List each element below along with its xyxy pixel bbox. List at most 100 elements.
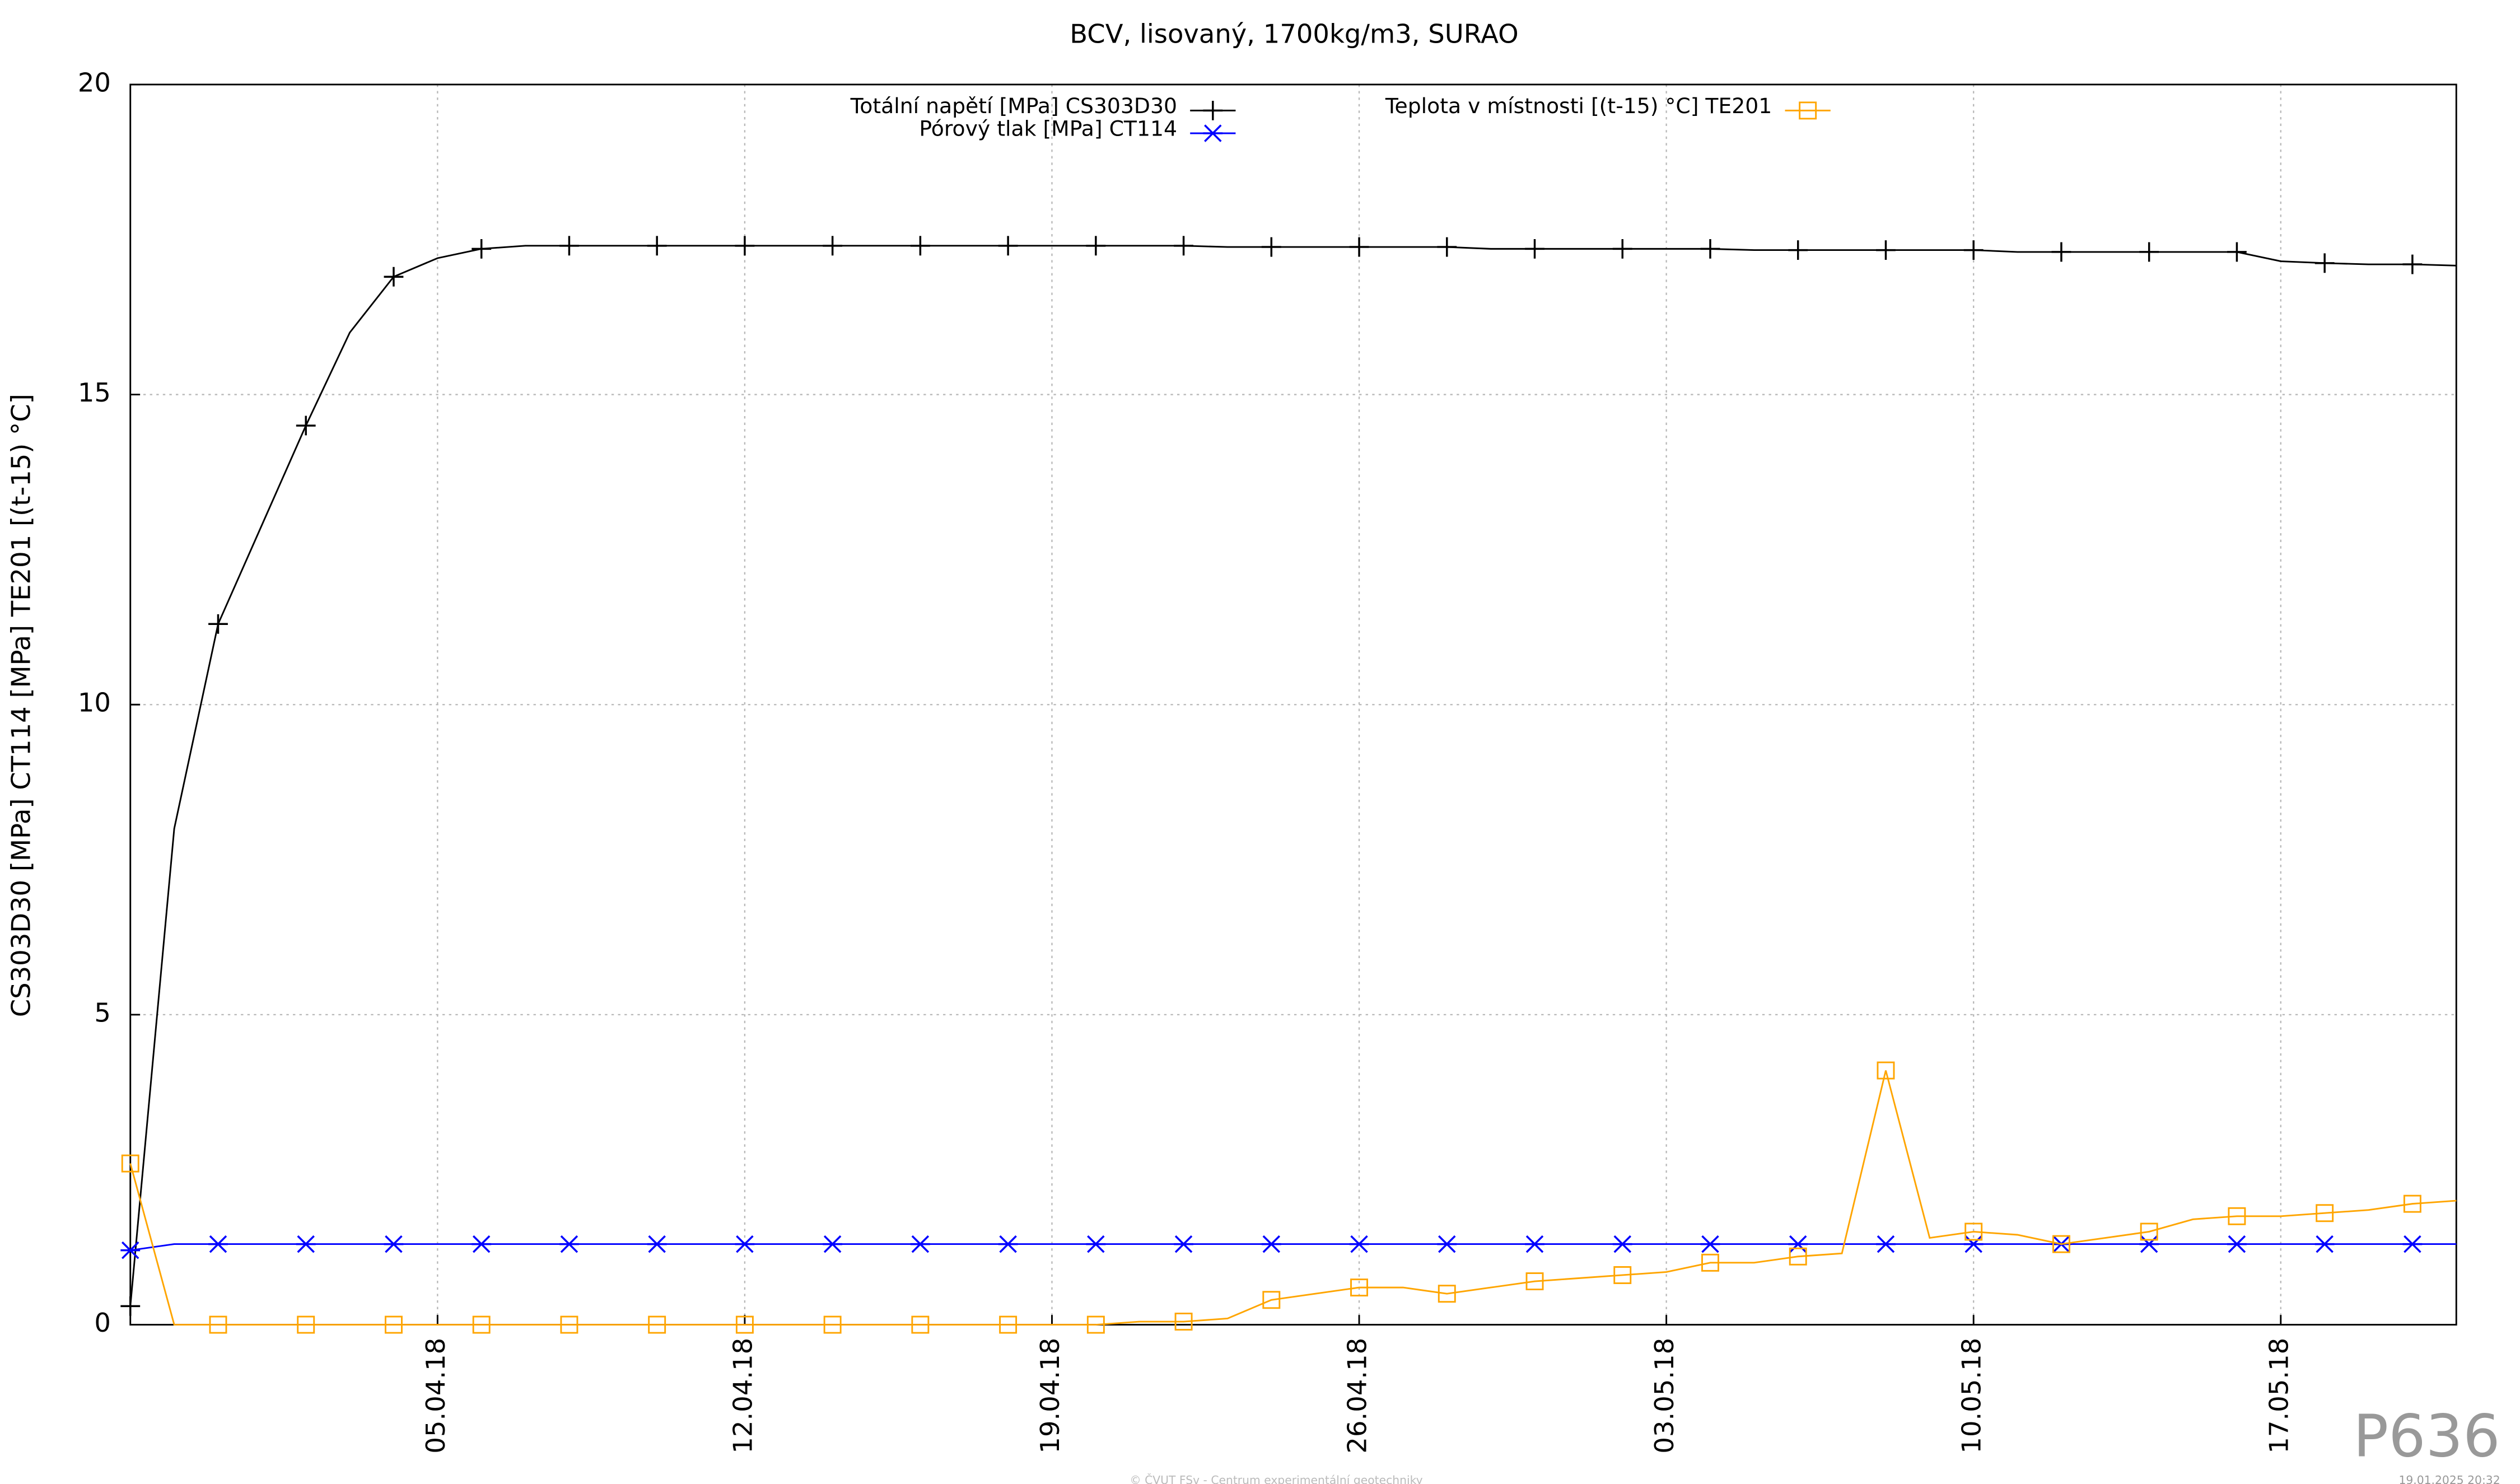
marker — [120, 1296, 141, 1316]
marker — [1877, 1061, 1895, 1080]
marker — [1262, 1291, 1281, 1309]
y-tick-label: 20 — [78, 67, 111, 97]
x-tick-label: 17.05.18 — [2264, 1338, 2294, 1454]
y-tick-label: 0 — [94, 1308, 111, 1338]
marker — [2139, 242, 2159, 262]
marker — [1789, 1247, 1807, 1266]
marker — [1174, 1235, 1193, 1253]
marker — [1612, 239, 1632, 259]
marker — [647, 1235, 667, 1253]
marker — [999, 1315, 1018, 1334]
marker — [2052, 1235, 2070, 1253]
marker — [472, 239, 492, 259]
footer: © ČVUT FSv - Centrum experimentální geot… — [1130, 1473, 1422, 1484]
marker — [2403, 1194, 2421, 1213]
marker — [208, 1235, 228, 1253]
marker — [472, 1235, 492, 1253]
marker — [823, 1235, 843, 1253]
marker — [1613, 1266, 1632, 1284]
marker — [647, 236, 667, 256]
marker — [1437, 1235, 1457, 1253]
marker — [1612, 1235, 1632, 1253]
marker — [1876, 1235, 1896, 1253]
x-tick-label: 19.04.18 — [1035, 1338, 1065, 1454]
marker — [1086, 1235, 1106, 1253]
legend-label: Teplota v místnosti [(t-15) °C] TE201 — [1385, 94, 1772, 118]
marker — [1788, 240, 1808, 260]
marker — [1525, 1235, 1544, 1253]
marker — [735, 236, 755, 256]
series-line — [129, 1070, 2457, 1326]
marker — [559, 236, 579, 256]
marker — [911, 1315, 930, 1334]
y-tick-label: 10 — [78, 688, 111, 718]
marker — [998, 1235, 1018, 1253]
marker — [1799, 101, 1817, 120]
marker — [1963, 1235, 1984, 1253]
marker — [998, 236, 1018, 256]
marker — [1700, 1235, 1720, 1253]
marker — [2139, 1235, 2159, 1253]
marker — [1174, 236, 1193, 256]
marker — [1788, 1235, 1808, 1253]
marker — [2314, 253, 2335, 273]
series-line — [129, 245, 2457, 1306]
marker — [2228, 1207, 2246, 1225]
marker — [1525, 1272, 1544, 1291]
marker — [2314, 1235, 2335, 1253]
marker — [1086, 236, 1106, 256]
watermark: P636 — [2353, 1402, 2500, 1470]
marker — [2051, 242, 2071, 262]
marker — [1963, 240, 1984, 260]
marker — [1086, 1315, 1105, 1334]
marker — [910, 1235, 930, 1253]
x-tick-label: 12.04.18 — [727, 1338, 758, 1454]
marker — [1700, 239, 1720, 259]
marker — [472, 1315, 491, 1334]
timestamp: 19.01.2025 20:32 — [2398, 1473, 2500, 1484]
marker — [297, 1315, 315, 1334]
y-axis-label: CS303D30 [MPa] CT114 [MPa] TE201 [(t-15)… — [6, 394, 36, 1017]
marker — [910, 236, 930, 256]
marker — [1349, 237, 1369, 257]
marker — [1525, 239, 1544, 259]
chart-title: BCV, lisovaný, 1700kg/m3, SURAO — [1070, 18, 1518, 49]
marker — [2316, 1204, 2334, 1222]
plot-frame — [129, 83, 2457, 1326]
marker — [1261, 1235, 1281, 1253]
marker — [1876, 240, 1896, 260]
marker — [823, 236, 843, 256]
marker — [1964, 1222, 1983, 1241]
marker — [384, 1315, 403, 1334]
marker — [1203, 100, 1223, 120]
marker — [2227, 242, 2247, 262]
marker — [384, 1235, 404, 1253]
marker — [560, 1315, 578, 1334]
marker — [1438, 1285, 1456, 1303]
marker — [208, 614, 228, 634]
marker — [1350, 1278, 1369, 1297]
marker — [735, 1235, 755, 1253]
marker — [648, 1315, 666, 1334]
marker — [2140, 1222, 2158, 1241]
marker — [1349, 1235, 1369, 1253]
marker — [559, 1235, 579, 1253]
marker — [2227, 1235, 2247, 1253]
legend-label: Pórový tlak [MPa] CT114 — [919, 116, 1177, 141]
marker — [2402, 254, 2423, 274]
x-tick-label: 10.05.18 — [1957, 1338, 1987, 1454]
marker — [296, 416, 316, 436]
y-tick-label: 5 — [94, 997, 111, 1028]
marker — [1174, 1313, 1193, 1331]
x-tick-label: 26.04.18 — [1342, 1338, 1373, 1454]
y-tick-label: 15 — [78, 377, 111, 408]
x-tick-label: 03.05.18 — [1649, 1338, 1679, 1454]
marker — [1261, 237, 1281, 257]
x-tick-label: 05.04.18 — [421, 1338, 451, 1454]
marker — [1203, 124, 1223, 142]
legend-label: Totální napětí [MPa] CS303D30 — [850, 94, 1177, 118]
marker — [1701, 1253, 1719, 1272]
marker — [823, 1315, 842, 1334]
marker — [1437, 237, 1457, 257]
